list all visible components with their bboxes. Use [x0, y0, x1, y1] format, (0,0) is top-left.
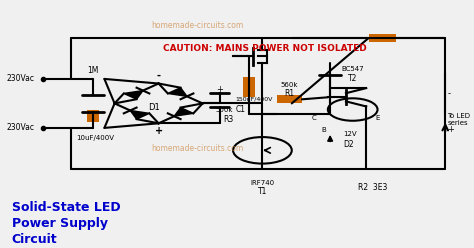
Text: E: E	[375, 115, 380, 121]
Polygon shape	[130, 110, 149, 119]
Text: C1: C1	[235, 105, 246, 114]
Text: 230Vac: 230Vac	[7, 124, 35, 132]
Text: R2  3E3: R2 3E3	[358, 183, 388, 191]
Text: +: +	[447, 125, 455, 134]
Text: BC547: BC547	[341, 66, 364, 72]
Text: D2: D2	[344, 140, 354, 149]
Text: 500k: 500k	[216, 107, 233, 113]
Text: IRF740: IRF740	[250, 180, 274, 186]
Text: B: B	[321, 127, 326, 133]
Text: C: C	[312, 115, 317, 121]
Text: To LED
series: To LED series	[447, 113, 471, 126]
Text: -: -	[156, 70, 161, 80]
Text: R3: R3	[223, 115, 233, 124]
Text: CAUTION: MAINS POWER NOT ISOLATED: CAUTION: MAINS POWER NOT ISOLATED	[163, 44, 366, 53]
Text: 10uF/400V: 10uF/400V	[76, 135, 114, 141]
Text: +: +	[216, 85, 223, 94]
Text: homemade-circuits.com: homemade-circuits.com	[151, 144, 243, 153]
Text: D1: D1	[148, 103, 160, 112]
Text: T1: T1	[258, 187, 267, 196]
Text: -: -	[447, 89, 450, 98]
Text: Solid-State LED
Power Supply
Circuit: Solid-State LED Power Supply Circuit	[12, 201, 120, 246]
Text: 230Vac: 230Vac	[7, 74, 35, 83]
Polygon shape	[174, 108, 193, 116]
Text: 150uF/400V: 150uF/400V	[235, 97, 273, 102]
Text: +: +	[155, 126, 163, 136]
Bar	[277, 95, 302, 103]
Text: T2: T2	[348, 74, 357, 83]
Polygon shape	[124, 91, 143, 99]
Bar	[368, 34, 396, 42]
Text: 1M: 1M	[87, 66, 99, 75]
Text: R1: R1	[284, 89, 294, 98]
Bar	[88, 110, 99, 122]
Text: homemade-circuits.com: homemade-circuits.com	[151, 21, 243, 30]
Text: 560k: 560k	[281, 82, 298, 88]
Bar	[243, 77, 255, 97]
Text: 12V: 12V	[344, 131, 357, 137]
Polygon shape	[168, 88, 187, 96]
